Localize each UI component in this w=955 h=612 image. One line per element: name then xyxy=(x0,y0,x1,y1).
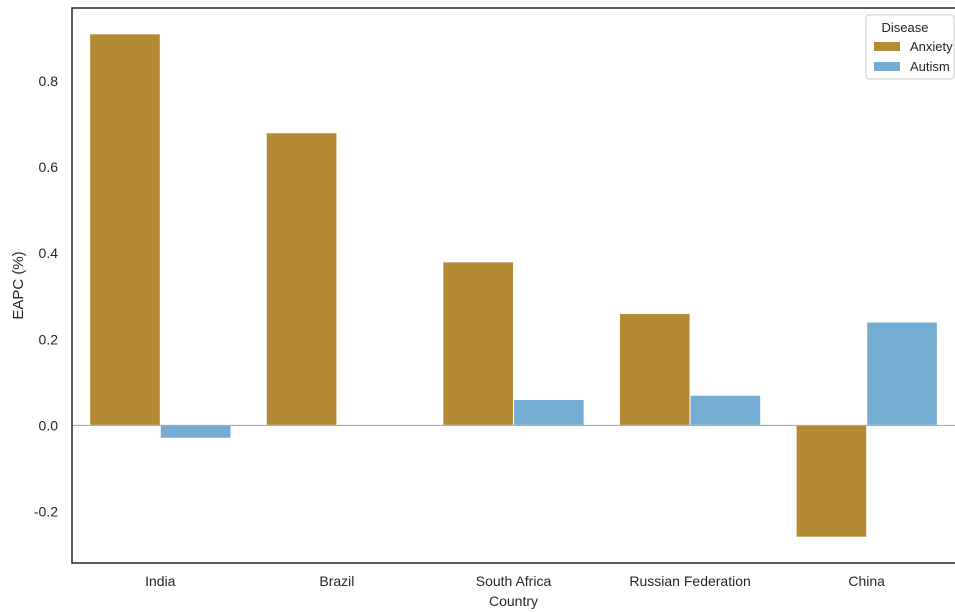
y-tick-label: 0.4 xyxy=(39,245,59,261)
bar-anxiety-india xyxy=(89,33,161,426)
y-tick-label: 0.8 xyxy=(39,73,59,89)
plot-frame xyxy=(71,7,955,564)
y-tick-label: 0.2 xyxy=(39,331,59,347)
x-tick-label: India xyxy=(145,573,176,589)
y-tick-label: -0.2 xyxy=(34,503,58,519)
y-axis-label: EAPC (%) xyxy=(10,251,27,319)
legend-label-autism: Autism xyxy=(910,59,950,74)
x-tick-label: China xyxy=(848,573,885,589)
x-ticks: India Brazil South Africa Russian Federatio… xyxy=(145,573,885,589)
bar-anxiety-south-africa xyxy=(442,261,514,426)
y-tick-label: 0.0 xyxy=(39,417,59,433)
bar-autism-india xyxy=(159,424,232,439)
legend-items: Anxiety Autism xyxy=(874,39,953,74)
bar-autism-china xyxy=(866,321,938,426)
bar-autism-south-africa xyxy=(513,399,585,426)
x-tick-label: Brazil xyxy=(319,573,354,589)
y-tick-label: 0.6 xyxy=(39,159,59,175)
bar-anxiety-russian-federation xyxy=(618,312,691,426)
legend: Disease Anxiety Autism xyxy=(865,14,955,80)
bar-anxiety-china xyxy=(795,424,868,538)
x-tick-label: South Africa xyxy=(476,573,552,589)
bars-layer xyxy=(89,33,938,538)
legend-swatch-anxiety xyxy=(874,42,900,51)
y-ticks: -0.2 0.0 0.2 0.4 0.6 0.8 xyxy=(34,73,58,519)
legend-title: Disease xyxy=(882,20,929,35)
legend-label-anxiety: Anxiety xyxy=(910,39,953,54)
x-tick-label: Russian Federation xyxy=(629,573,750,589)
x-axis-label: Country xyxy=(489,593,538,609)
bar-autism-russian-federation xyxy=(689,394,762,426)
legend-swatch-autism xyxy=(874,62,900,71)
bar-anxiety-brazil xyxy=(265,132,338,426)
